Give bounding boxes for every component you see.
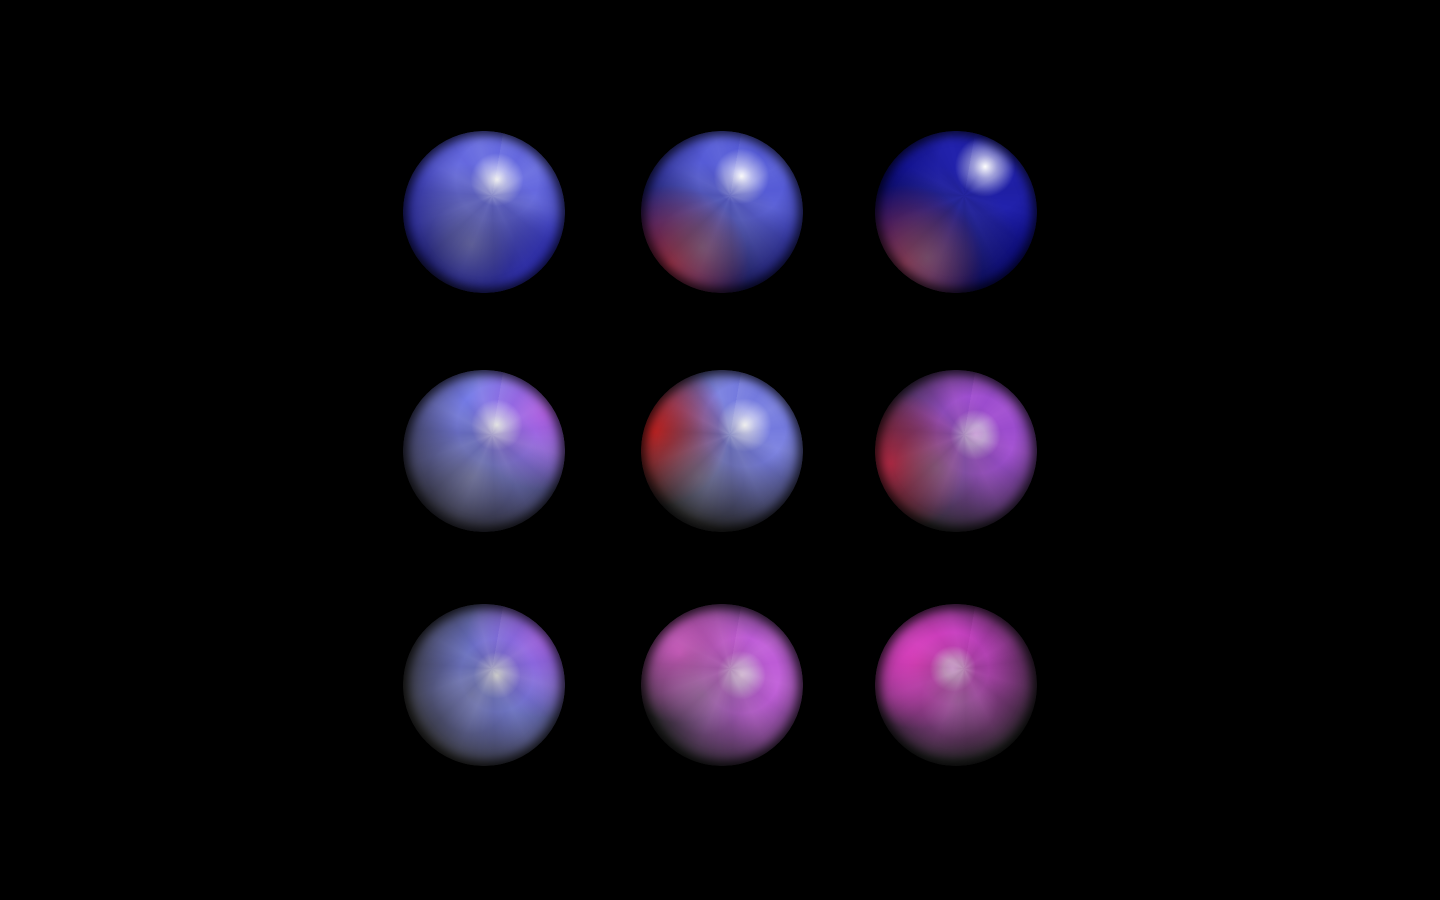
sphere-facets bbox=[641, 370, 803, 532]
sphere-r2-c1 bbox=[403, 370, 565, 532]
sphere-facets bbox=[875, 370, 1037, 532]
sphere-r1-c2 bbox=[641, 131, 803, 293]
sphere-r1-c1 bbox=[403, 131, 565, 293]
sphere-r3-c3 bbox=[875, 604, 1037, 766]
sphere-rim-shadow bbox=[641, 370, 803, 532]
sphere-ambient bbox=[403, 604, 565, 766]
sphere-rim-shadow bbox=[875, 370, 1037, 532]
sphere-r1-c3 bbox=[875, 131, 1037, 293]
sphere-ambient bbox=[641, 604, 803, 766]
sphere-r2-c2 bbox=[641, 370, 803, 532]
sphere-rim-shadow bbox=[403, 604, 565, 766]
sphere-ambient bbox=[641, 370, 803, 532]
sphere-facets bbox=[403, 370, 565, 532]
sphere-ambient bbox=[403, 370, 565, 532]
sphere-rim-shadow bbox=[641, 131, 803, 293]
sphere-rim-shadow bbox=[641, 604, 803, 766]
sphere-rim-shadow bbox=[875, 604, 1037, 766]
sphere-facets bbox=[403, 131, 565, 293]
sphere-r3-c2 bbox=[641, 604, 803, 766]
sphere-r3-c1 bbox=[403, 604, 565, 766]
sphere-r2-c3 bbox=[875, 370, 1037, 532]
sphere-ambient bbox=[875, 604, 1037, 766]
sphere-facets bbox=[641, 604, 803, 766]
sphere-ambient bbox=[403, 131, 565, 293]
sphere-facets bbox=[641, 131, 803, 293]
sphere-facets bbox=[875, 131, 1037, 293]
sphere-ambient bbox=[641, 131, 803, 293]
sphere-facets bbox=[875, 604, 1037, 766]
sphere-ambient bbox=[875, 370, 1037, 532]
sphere-rim-shadow bbox=[403, 370, 565, 532]
sphere-rim-shadow bbox=[403, 131, 565, 293]
sphere-ambient bbox=[875, 131, 1037, 293]
sphere-facets bbox=[403, 604, 565, 766]
sphere-rim-shadow bbox=[875, 131, 1037, 293]
